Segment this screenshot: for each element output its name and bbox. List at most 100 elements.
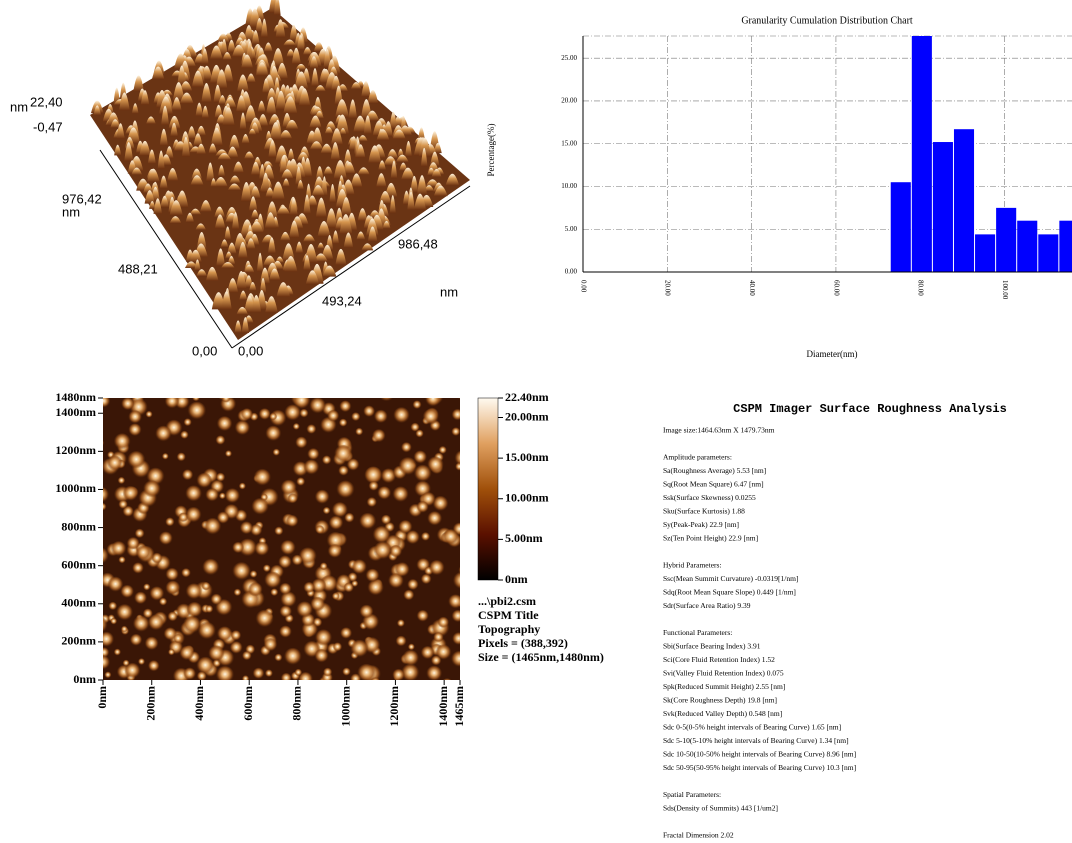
grain	[456, 386, 471, 401]
grain	[458, 565, 470, 577]
grain	[365, 569, 379, 583]
grain	[250, 570, 258, 578]
x-tick-label: 400nm	[192, 686, 206, 721]
y-tick-label: 0nm	[73, 672, 96, 686]
grain	[159, 532, 173, 546]
report-line: Sdc 0-5(0-5% height intervals of Bearing…	[663, 723, 841, 732]
surface-axis-label: 22,40	[30, 94, 63, 109]
grain	[217, 416, 233, 432]
report-line: Ssk(Surface Skewness) 0.0255	[663, 493, 756, 502]
chart-title: Granularity Cumulation Distribution Char…	[741, 15, 913, 26]
report-title: CSPM Imager Surface Roughness Analysis	[733, 402, 1007, 416]
grain	[426, 666, 442, 682]
report-line: Sdr(Surface Area Ratio) 9.39	[663, 601, 751, 610]
grain	[215, 435, 225, 445]
grain	[149, 586, 164, 601]
colorbar-label: 0nm	[505, 572, 528, 586]
surface-axis-label: nm	[62, 204, 80, 219]
y-tick-label: 1480nm	[55, 390, 96, 404]
colorbar	[478, 398, 498, 580]
grain	[395, 636, 406, 647]
grain	[134, 592, 147, 605]
grain	[114, 433, 131, 450]
grain	[303, 459, 319, 475]
grain	[333, 642, 343, 652]
grain	[130, 634, 143, 647]
y-tick-label: 15.00	[561, 139, 577, 147]
surface-axis-label: 488,21	[118, 261, 158, 276]
grain	[196, 473, 212, 489]
grain	[392, 486, 409, 503]
grain	[334, 445, 353, 464]
grain	[181, 568, 191, 578]
grain	[351, 412, 360, 421]
grain	[315, 629, 332, 646]
grain	[402, 650, 419, 667]
report-line: Ssc(Mean Summit Curvature) -0.0319[1/nm]	[663, 574, 798, 583]
grain	[95, 655, 110, 670]
bars	[891, 36, 1072, 272]
grain	[344, 513, 354, 523]
y-tick-label: 0.00	[565, 268, 578, 276]
x-tick-label: 0.00	[579, 280, 587, 293]
grain	[339, 400, 351, 412]
grain	[104, 671, 111, 678]
x-tick-label: 40.00	[748, 280, 756, 296]
grain	[107, 456, 123, 472]
grain	[455, 463, 464, 472]
colorbar-label: 22.40nm	[505, 390, 549, 404]
grain	[453, 572, 471, 590]
surface-axis-label: -0,47	[33, 119, 63, 134]
report-line: Sku(Surface Kurtosis) 1.88	[663, 507, 745, 516]
report-line: Sdc 5-10(5-10% height intervals of Beari…	[663, 736, 849, 745]
grain	[307, 448, 320, 461]
grain	[132, 562, 144, 574]
grain	[323, 507, 331, 515]
y-tick-label: 10.00	[561, 182, 577, 190]
grain	[143, 480, 161, 498]
bar	[1017, 221, 1037, 272]
grain	[284, 405, 301, 422]
grain	[416, 501, 429, 514]
grain	[421, 574, 432, 585]
grain	[421, 646, 435, 660]
grain	[363, 406, 375, 418]
grain	[179, 646, 194, 661]
y-tick-label: 1000nm	[55, 481, 96, 495]
grain	[118, 477, 126, 485]
grain	[111, 541, 127, 557]
grain	[201, 582, 210, 591]
histogram: Granularity Cumulation Distribution Char…	[486, 15, 1072, 359]
x-tick-label: 1200nm	[387, 686, 401, 727]
grain	[451, 409, 463, 421]
report-line: Sa(Roughness Average) 5.53 [nm]	[663, 466, 766, 475]
grain	[258, 408, 270, 420]
report-line: Sdc 10-50(10-50% height intervals of Bea…	[663, 750, 856, 759]
grain	[148, 660, 160, 672]
grain	[332, 592, 340, 600]
grain	[192, 394, 200, 402]
grain	[315, 490, 330, 505]
report-line: Amplitude parameters:	[663, 453, 732, 462]
grain	[185, 583, 202, 600]
grain	[254, 469, 272, 487]
grain	[128, 423, 141, 436]
report: CSPM Imager Surface Roughness Analysis I…	[663, 402, 1007, 840]
grain	[412, 400, 421, 409]
grain	[425, 391, 441, 407]
image-info: Pixels = (388,392)	[478, 636, 568, 650]
grain	[433, 632, 444, 643]
grain	[239, 483, 246, 490]
grain	[183, 418, 191, 426]
grain	[224, 488, 240, 504]
grain	[118, 500, 128, 510]
grain	[314, 649, 328, 663]
grain	[232, 562, 251, 581]
grain	[355, 428, 363, 436]
grain	[180, 431, 189, 440]
grain	[374, 410, 388, 424]
surface-axis-label: nm	[10, 99, 28, 114]
y-tick-label: 20.00	[561, 97, 577, 105]
grain	[165, 394, 180, 409]
grain	[451, 610, 464, 623]
